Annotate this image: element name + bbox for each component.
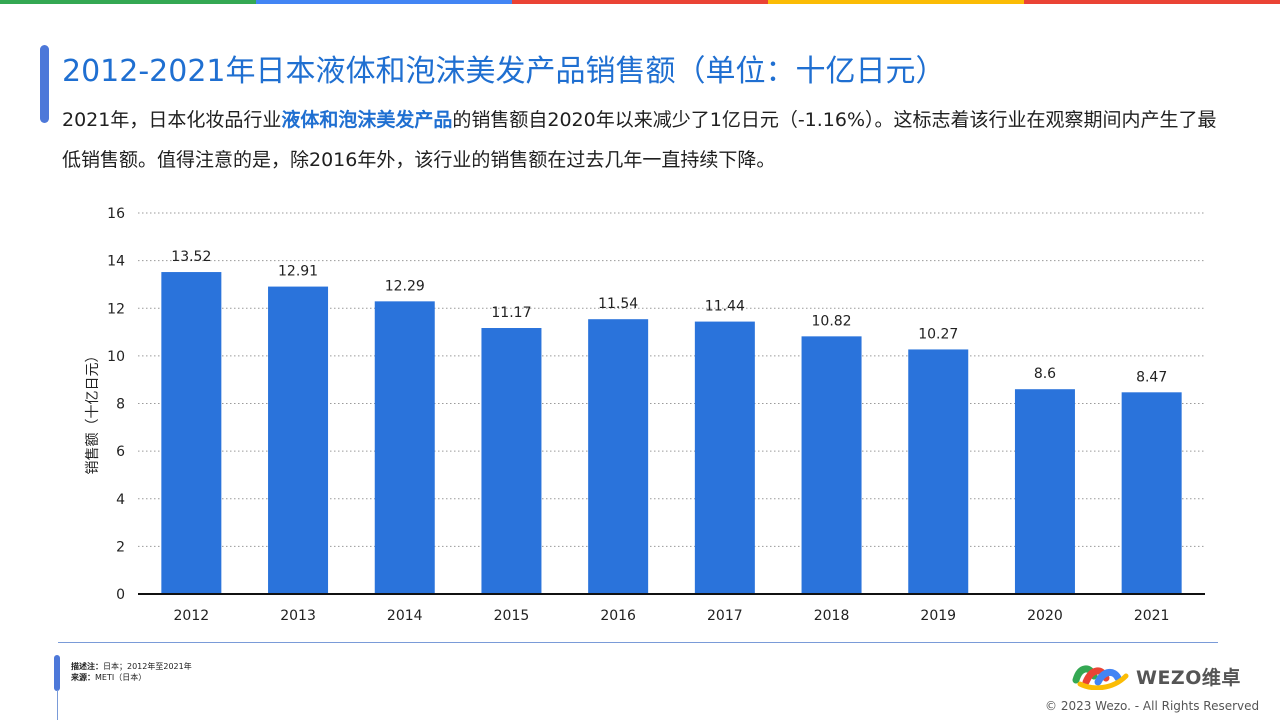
bar-value-label: 10.82	[812, 313, 852, 329]
bar-2013	[268, 286, 329, 594]
x-tick-label: 2018	[814, 608, 850, 624]
y-tick-label: 6	[116, 444, 125, 460]
bar-value-label: 8.47	[1136, 369, 1167, 385]
bar-2012	[161, 272, 222, 594]
note-line: 描述注：日本；2012年至2021年	[71, 661, 192, 672]
x-tick-label: 2019	[920, 608, 956, 624]
footer-accent-bar	[54, 655, 60, 691]
bar-value-label: 8.6	[1034, 366, 1056, 382]
y-axis-ticks: 0 2 4 6 8 10 12 14 16	[107, 206, 125, 603]
y-tick-label: 8	[116, 397, 125, 413]
bar-2017	[694, 321, 755, 594]
x-tick-label: 2020	[1027, 608, 1063, 624]
footer-divider	[58, 642, 1218, 643]
x-tick-label: 2015	[494, 608, 530, 624]
bar-2014	[374, 301, 435, 594]
wezo-logo: WEZO维卓	[1072, 662, 1241, 690]
bar-value-label: 12.91	[278, 264, 318, 280]
top-color-stripe	[0, 0, 1280, 4]
bar-2018	[801, 336, 862, 594]
bar-value-labels: 13.52 12.91 12.29 11.17 11.54 11.44 10.82 10.27…	[171, 249, 1167, 385]
bar-2016	[588, 319, 649, 594]
footer-vertical-line	[57, 690, 58, 720]
note-text: 日本；2012年至2021年	[103, 662, 192, 671]
title-accent-bar	[40, 45, 49, 123]
page-title: 2012-2021年日本液体和泡沫美发产品销售额（单位：十亿日元）	[62, 54, 946, 89]
description-paragraph: 2021年，日本化妆品行业液体和泡沫美发产品的销售额自2020年以来减少了1亿日…	[62, 100, 1222, 180]
y-tick-label: 14	[107, 254, 125, 270]
bar-value-label: 13.52	[171, 249, 211, 265]
y-tick-label: 12	[107, 301, 125, 317]
stripe-segment-yellow	[768, 0, 1024, 4]
y-tick-label: 16	[107, 206, 125, 222]
y-tick-label: 10	[107, 349, 125, 365]
x-tick-label: 2016	[600, 608, 636, 624]
stripe-segment-red	[512, 0, 768, 4]
logo-text: WEZO维卓	[1136, 666, 1241, 689]
stripe-segment-blue	[256, 0, 512, 4]
bar-value-label: 11.44	[705, 299, 745, 315]
bar-value-label: 12.29	[385, 278, 425, 294]
bar-2020	[1014, 389, 1075, 594]
bar-value-label: 11.17	[491, 305, 531, 321]
x-tick-label: 2013	[280, 608, 316, 624]
x-axis-ticks: 2012 2013 2014 2015 2016 2017 2018 2019 2020 2021	[174, 608, 1170, 624]
description-suffix: 的销售额自2020年以来减少了1亿日元（-1.16%）。这标志着该行业在观察期间…	[62, 109, 1217, 171]
bar-value-label: 10.27	[918, 326, 958, 342]
source-label: 来源：	[71, 673, 95, 682]
source-text: METI（日本）	[95, 673, 147, 682]
stripe-segment-red-2	[1024, 0, 1280, 4]
chart-bars	[161, 272, 1182, 594]
bar-value-label: 11.54	[598, 296, 638, 312]
y-tick-label: 4	[116, 492, 125, 508]
x-tick-label: 2021	[1134, 608, 1170, 624]
x-tick-label: 2012	[174, 608, 210, 624]
source-line: 来源：METI（日本）	[71, 672, 192, 683]
y-tick-label: 2	[116, 539, 125, 555]
bar-2021	[1121, 392, 1182, 594]
bar-2015	[481, 328, 542, 594]
copyright-text: © 2023 Wezo. - All Rights Reserved	[1045, 699, 1260, 713]
x-tick-label: 2017	[707, 608, 743, 624]
x-tick-label: 2014	[387, 608, 423, 624]
stripe-segment-green	[0, 0, 256, 4]
description-prefix: 2021年，日本化妆品行业	[62, 109, 282, 131]
bar-2019	[908, 349, 969, 594]
y-axis-label: 销售额（十亿日元）	[85, 349, 101, 475]
y-tick-label: 0	[116, 587, 125, 603]
note-label: 描述注：	[71, 662, 103, 671]
footer-notes: 描述注：日本；2012年至2021年 来源：METI（日本）	[71, 661, 192, 683]
wezo-logo-icon	[1072, 665, 1129, 690]
description-highlight: 液体和泡沫美发产品	[281, 109, 453, 131]
